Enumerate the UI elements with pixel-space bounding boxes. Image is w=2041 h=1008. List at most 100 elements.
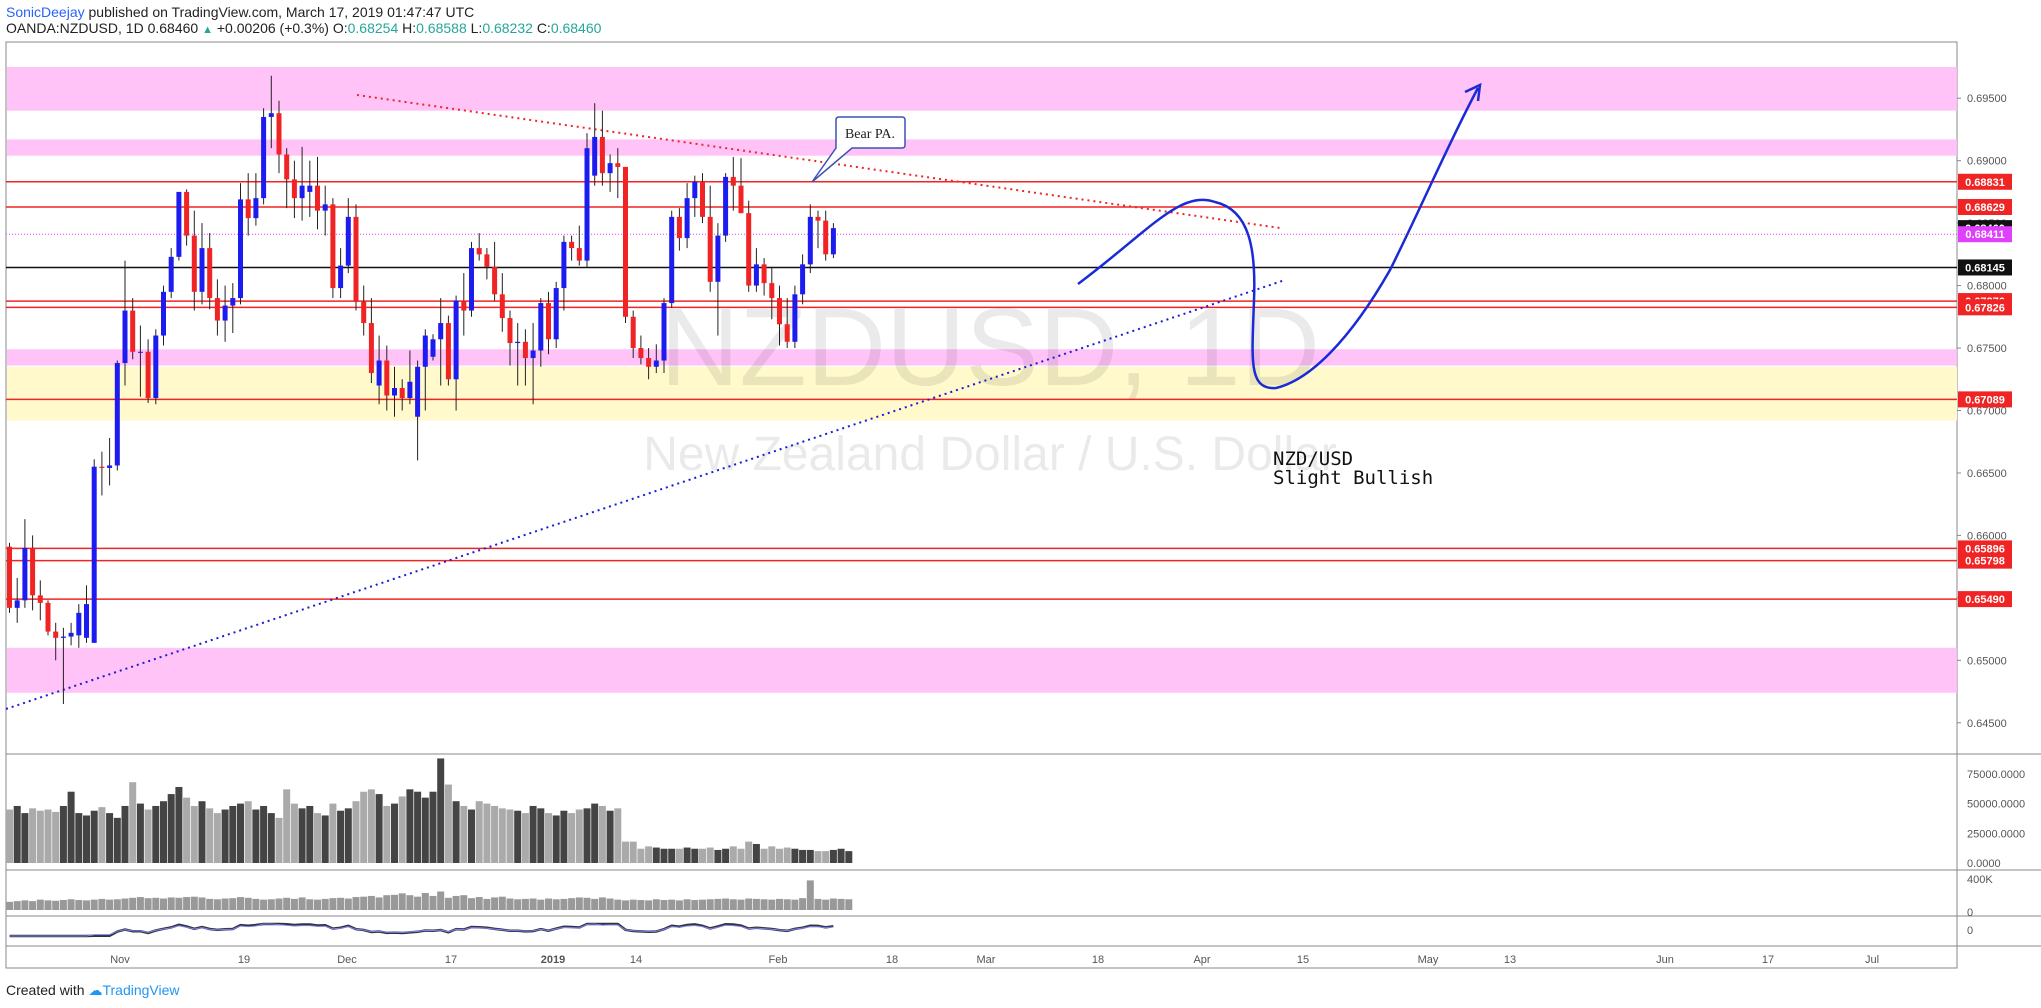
indicator-bar <box>321 898 329 910</box>
volume-bar <box>329 803 337 863</box>
x-tick-label: Dec <box>337 954 357 966</box>
candle-up <box>322 204 328 211</box>
callout-text: Bear PA. <box>845 127 895 142</box>
indicator-bar <box>537 899 545 910</box>
candle-up <box>553 288 559 340</box>
oscillator-signal-line <box>9 923 834 937</box>
volume-bar <box>668 848 676 863</box>
x-tick-label: Jul <box>1865 954 1879 966</box>
indicator-bar <box>783 899 791 910</box>
indicator-bar <box>306 899 314 910</box>
candle-down <box>746 213 752 286</box>
indicator-bar <box>545 898 552 910</box>
forecast-arrow-icon <box>1464 82 1482 102</box>
indicator-bar <box>337 897 345 910</box>
indicator-bar <box>791 899 799 910</box>
volume-bar <box>75 813 83 863</box>
volume-bar <box>429 791 437 863</box>
symbol-label: OANDA:NZDUSD, 1D <box>6 20 144 36</box>
indicator-bar <box>398 893 406 910</box>
indicator-bar <box>845 899 853 910</box>
volume-bar <box>221 809 229 863</box>
low-label: L: <box>470 20 483 36</box>
volume-bar <box>699 848 706 863</box>
candle-up <box>561 241 567 289</box>
volume-bar <box>337 810 345 863</box>
candle-down <box>700 181 705 217</box>
candle-down <box>569 241 575 249</box>
candle-down <box>145 351 151 398</box>
x-tick-label: 17 <box>445 954 457 966</box>
volume-bar <box>59 805 67 863</box>
indicator-bar <box>298 897 306 910</box>
candle-down <box>546 303 551 340</box>
volume-bar <box>598 805 606 863</box>
candle-up <box>161 291 166 336</box>
indicator-bar <box>637 900 645 910</box>
x-tick-label: Apr <box>1193 954 1210 966</box>
x-tick-label: 19 <box>238 954 250 966</box>
change-value: +0.00206 (+0.3%) <box>216 20 329 36</box>
ascending-trendline[interactable] <box>5 279 1286 710</box>
volume-bar <box>52 811 60 863</box>
volume-bar <box>129 782 137 863</box>
indicator-bar <box>344 898 352 910</box>
indicator-bar <box>152 897 160 910</box>
candle-up <box>222 305 228 321</box>
candle-down <box>368 323 374 374</box>
volume-bar <box>283 789 291 863</box>
volume-bar <box>806 849 814 863</box>
candle-up <box>453 300 459 380</box>
last-price: 0.68460 <box>147 20 199 36</box>
candle-up <box>430 339 436 357</box>
y-tick-label: 0.64500 <box>1967 718 2007 730</box>
indicator-bar <box>622 900 629 910</box>
bear-pa-callout[interactable]: Bear PA. <box>811 116 906 183</box>
watermark-description: New Zealand Dollar / U.S. Dollar <box>643 428 1337 481</box>
candle-down <box>738 185 744 214</box>
volume-bar <box>229 805 237 863</box>
volume-bar <box>421 797 429 863</box>
indicator-bar <box>629 899 637 910</box>
descending-trendline[interactable] <box>356 94 1281 229</box>
indicator-bar <box>136 897 144 910</box>
indicator-bar <box>429 895 437 910</box>
note-line-1: NZD/USD <box>1273 448 1353 470</box>
volume-axis-label: 0.0000 <box>1967 858 2001 870</box>
indicator-bar <box>822 899 830 910</box>
volume-bar <box>398 796 406 863</box>
volume-bar <box>260 805 268 863</box>
indicator-bar <box>383 895 391 910</box>
forecast-path[interactable] <box>1077 87 1480 390</box>
indicator-bar <box>206 898 214 910</box>
volume-bar <box>237 803 244 863</box>
volume-bar <box>660 848 668 863</box>
candle-down <box>291 179 297 199</box>
tradingview-brand[interactable]: TradingView <box>102 982 180 998</box>
author-name[interactable]: SonicDeejay <box>6 4 85 20</box>
tradingview-logo-icon: ☁ <box>88 982 103 998</box>
volume-bar <box>136 803 144 863</box>
volume-bar <box>483 803 491 863</box>
volume-bar <box>691 848 699 863</box>
candle-down <box>522 341 528 359</box>
chart-canvas[interactable]: NZDUSD, 1D New Zealand Dollar / U.S. Dol… <box>0 0 2041 975</box>
indicator-bar <box>452 895 460 910</box>
indicator-bar <box>421 892 429 910</box>
y-tick-label: 0.66000 <box>1967 530 2007 542</box>
volume-bar <box>737 848 745 863</box>
candle-down <box>191 235 197 292</box>
candle-up <box>469 248 474 311</box>
y-tick-label: 0.67000 <box>1967 405 2007 417</box>
candle-down <box>461 300 467 311</box>
price-tag-label: 0.65896 <box>1965 543 2005 555</box>
candle-up <box>137 351 143 353</box>
indicator-bar <box>391 894 398 910</box>
indicator-bar <box>167 897 175 910</box>
indicator-bar <box>406 895 414 910</box>
indicator-bar <box>706 899 714 910</box>
candle-down <box>384 360 390 396</box>
candle-up <box>76 612 82 636</box>
indicator-bar <box>660 900 668 910</box>
indicator-bar <box>106 899 114 910</box>
